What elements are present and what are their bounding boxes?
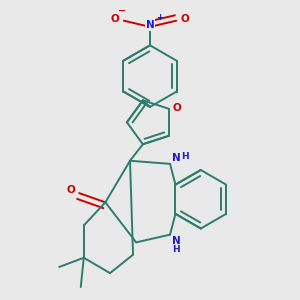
Text: O: O	[66, 185, 75, 195]
Text: H: H	[181, 152, 189, 161]
Text: O: O	[180, 14, 189, 24]
Text: O: O	[111, 14, 120, 24]
Text: H: H	[172, 245, 180, 254]
Text: −: −	[118, 6, 126, 16]
Text: +: +	[156, 13, 164, 22]
Text: N: N	[172, 153, 181, 163]
Text: N: N	[172, 236, 181, 246]
Text: N: N	[146, 20, 154, 30]
Text: O: O	[173, 103, 182, 113]
